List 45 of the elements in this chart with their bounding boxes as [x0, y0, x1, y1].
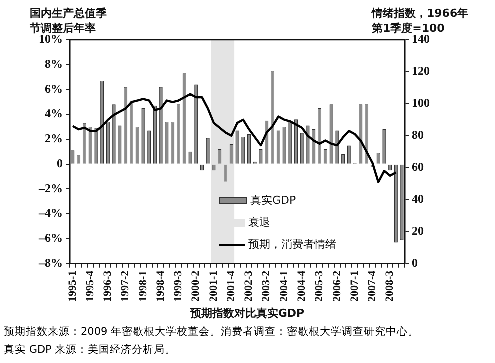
x-tick-label: 2007-1 [348, 270, 361, 302]
y-tick-label: 2% [45, 132, 63, 146]
x-tick-label: 2008-3 [384, 270, 396, 302]
y2-axis-title: 情绪指数，1966年第1季度=100 [372, 6, 470, 35]
y-tick-label: 6% [45, 82, 63, 96]
text: 真实 GDP 来源：美国经济分析局。 [4, 343, 178, 358]
y2-tick-label: 20 [412, 224, 424, 238]
y-tick-label: 0 [57, 156, 63, 170]
y-tick-label: 8% [45, 56, 63, 71]
x-tick-label: 2001-4 [225, 270, 238, 302]
y-tick-label: –2% [38, 181, 63, 196]
y-tick-label: 10% [39, 32, 63, 46]
y-tick-label: –6% [38, 231, 63, 246]
y2-tick-label: 60 [412, 160, 424, 174]
y2-tick-label: 120 [412, 64, 430, 78]
x-tick-label: 2005-3 [314, 270, 326, 302]
y-tick-label: –4% [38, 206, 63, 220]
x-tick-label: 1996-3 [102, 270, 114, 302]
x-tick-label: 1998-4 [154, 270, 167, 302]
y2-tick-label: 40 [412, 192, 424, 206]
y-tick-label: 4% [45, 106, 63, 121]
y2-tick-label: 80 [412, 128, 424, 142]
x-tick-label: 2003-2 [260, 270, 273, 302]
y2-tick-label: 100 [412, 96, 430, 110]
x-tick-label: 1995-4 [84, 270, 96, 302]
y-axis-title: 国内生产总值季节调整后年率 [30, 6, 108, 35]
y2-tick-label: 140 [412, 32, 430, 46]
x-tick-label: 1999-3 [172, 270, 185, 302]
x-tick-label: 2000-2 [190, 270, 202, 302]
x-tick-label: 2006-2 [331, 270, 344, 302]
x-tick-label: 2007-4 [366, 270, 379, 302]
x-tick-label: 1995-1 [66, 270, 79, 302]
x-tick-label: 1997-2 [120, 270, 132, 302]
x-tick-label: 2004-1 [278, 270, 290, 302]
text: 预期指数对比真实GDP [189, 306, 306, 321]
x-tick-label: 1998-1 [137, 270, 150, 302]
x-tick-label: 2001-1 [208, 270, 220, 302]
x-tick-label: 2004-4 [296, 270, 308, 302]
x-tick-label: 2002-3 [243, 270, 256, 302]
y-tick-label: –8% [38, 256, 63, 270]
y2-tick-label: 0 [412, 256, 418, 270]
legend-label: 真实GDP [250, 193, 296, 208]
legend-label: 预期，消费者情绪 [248, 237, 336, 252]
text: 预期指数来源：2009 年密歇根大学校董会。消费者调查：密歇根大学调查研究中心。 [4, 325, 420, 340]
band-label: 衰退 [248, 215, 270, 230]
